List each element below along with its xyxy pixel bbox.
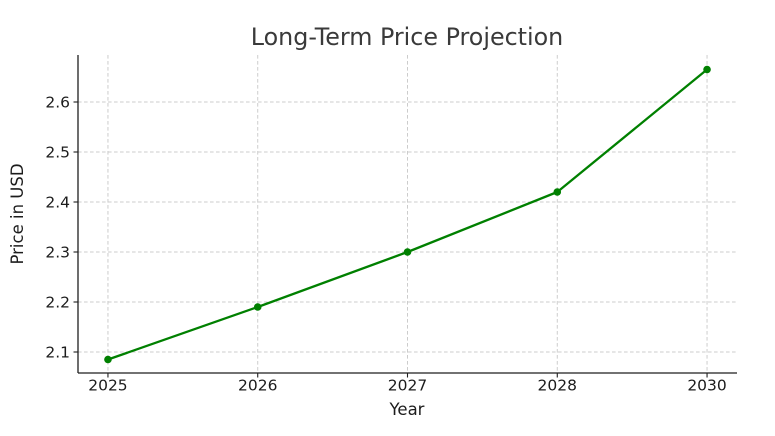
x-tick-label: 2028 (538, 377, 577, 395)
data-point-marker (104, 355, 112, 364)
series-price-projection (104, 65, 711, 364)
data-point-marker (253, 303, 262, 311)
y-tick-label: 2.1 (45, 344, 70, 362)
chart-title: Long-Term Price Projection (251, 23, 564, 51)
axes: 2025 2026 2027 2028 2030 2.1 2.2 2.3 2.4 2.5 2.6 (45, 55, 737, 395)
data-point-marker (403, 248, 412, 256)
x-axis-label: Year (389, 400, 425, 419)
y-axis-label: Price in USD (8, 163, 27, 264)
gridlines (78, 55, 737, 373)
x-tick-label: 2026 (238, 377, 277, 395)
y-tick-label: 2.3 (45, 244, 70, 262)
y-tick-label: 2.5 (45, 144, 70, 162)
y-tick-label: 2.2 (45, 294, 70, 312)
x-tick-label: 2025 (88, 377, 127, 395)
y-tick-label: 2.4 (45, 194, 70, 212)
y-tick-label: 2.6 (45, 94, 70, 112)
x-tick-label: 2030 (687, 377, 726, 395)
data-point-marker (703, 65, 711, 74)
data-point-marker (553, 188, 562, 196)
x-tick-label: 2027 (388, 377, 427, 395)
